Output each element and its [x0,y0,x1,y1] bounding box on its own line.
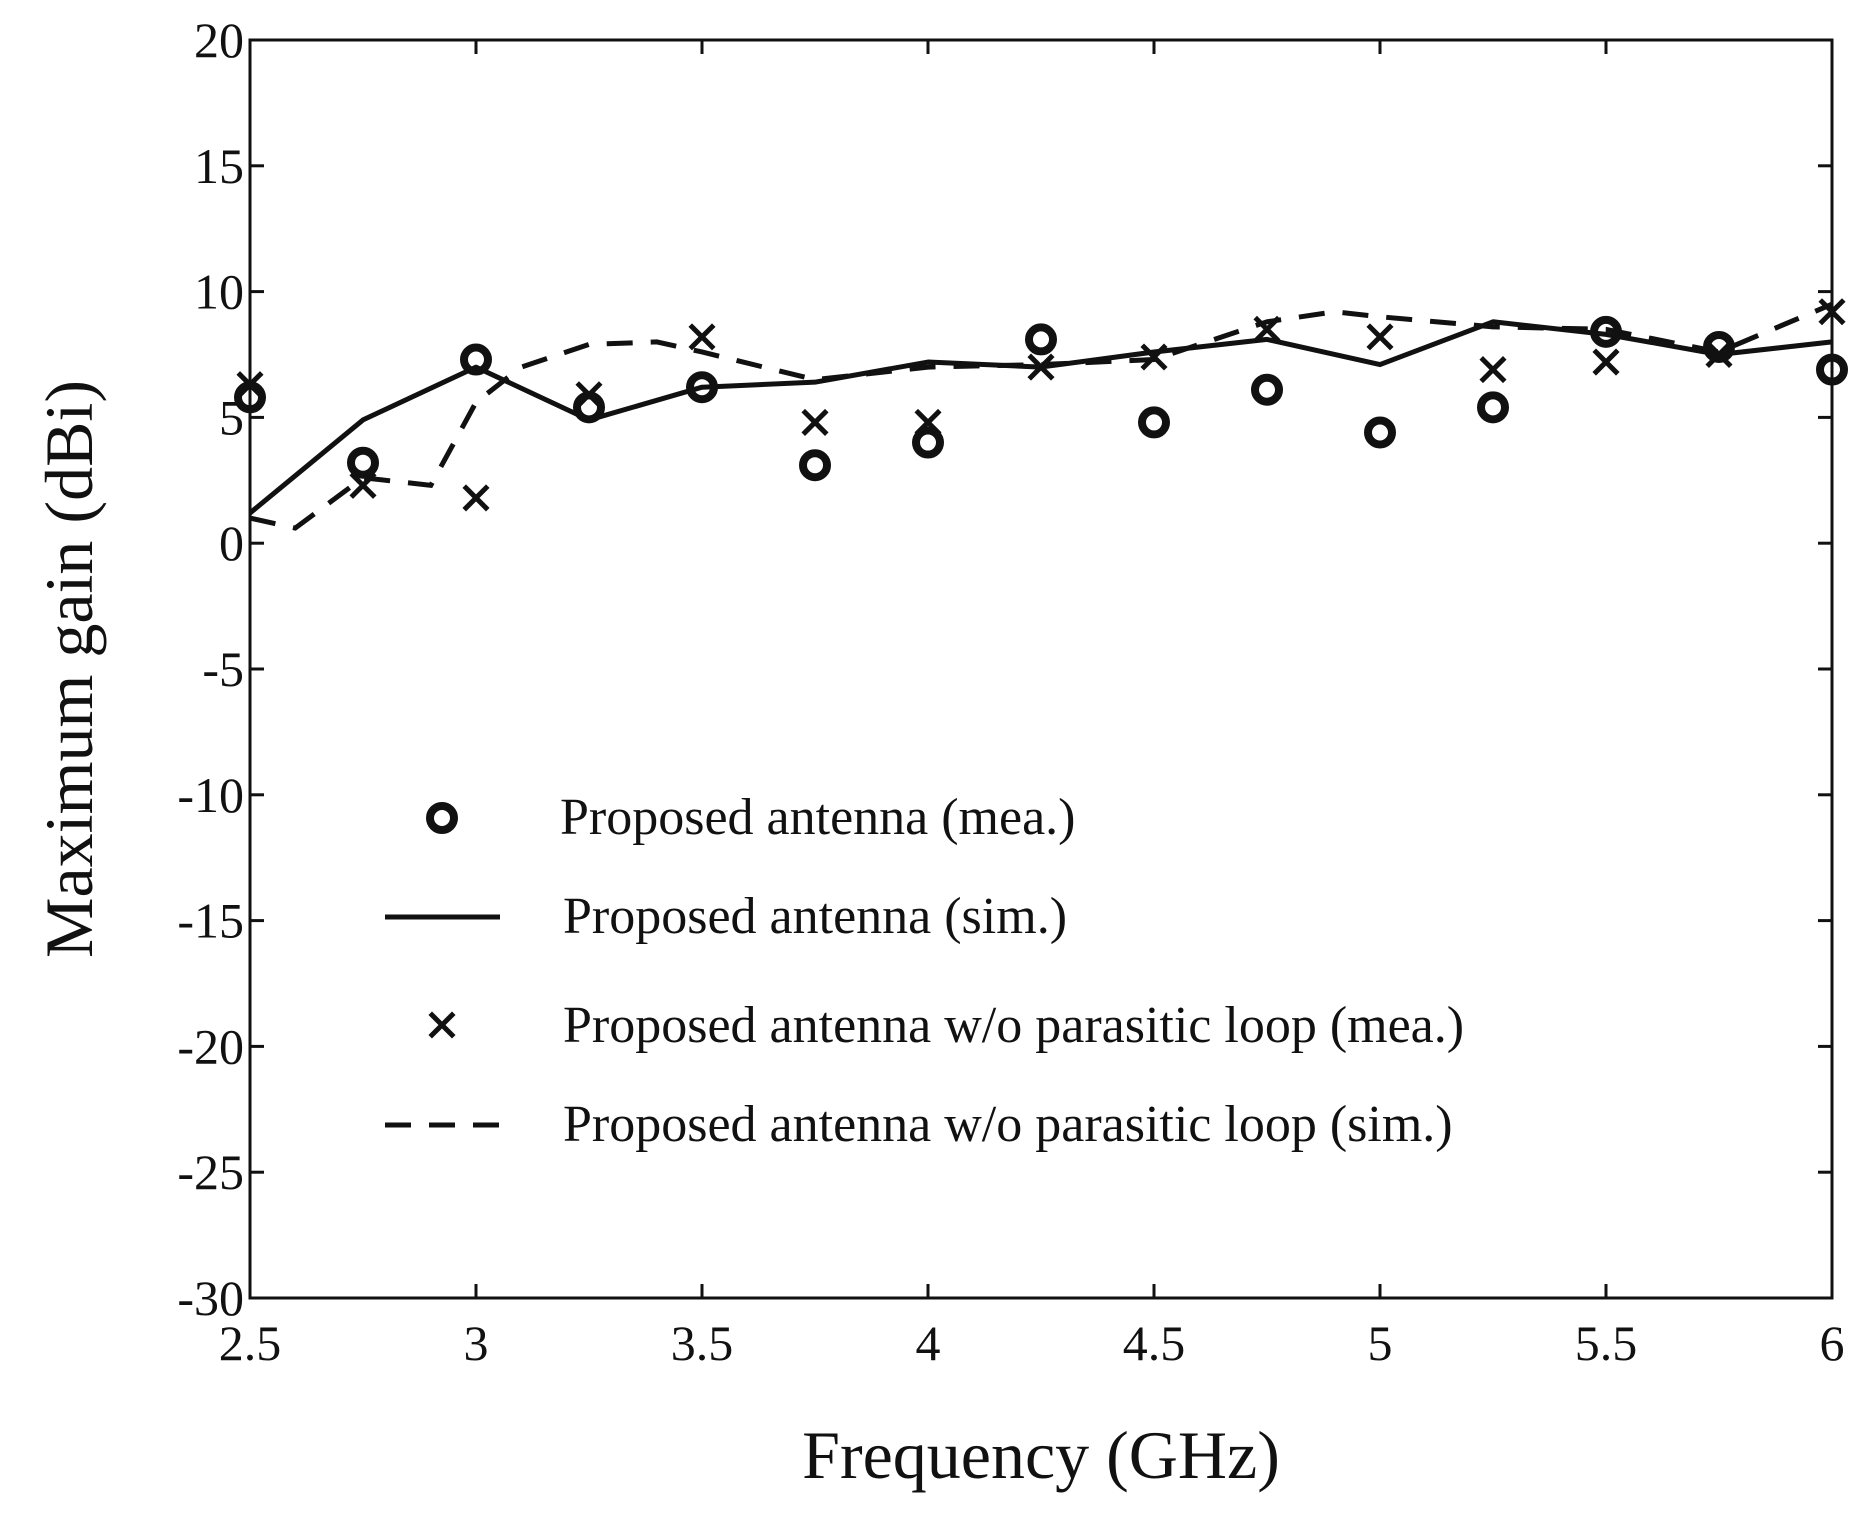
data-point-x [801,408,829,436]
data-point-circle [912,426,944,459]
x-tick-label: 5 [1368,1315,1393,1371]
axis-ticks [248,38,1834,1300]
y-tick-label: -25 [177,1144,244,1200]
data-point-x-stroke [575,381,603,409]
data-point-circle [347,446,379,479]
legend-marker-x [428,1011,456,1039]
data-point-x-stroke [1366,323,1394,351]
data-point-x-stroke [462,484,490,512]
series-0 [234,315,1848,482]
y-tick-label: 10 [194,264,244,320]
data-point-x-stroke [1818,298,1846,326]
y-tick-label: -30 [177,1270,244,1326]
data-point-circle [1477,391,1509,424]
data-point-circle [1138,406,1170,439]
y-tick-label: -10 [177,767,244,823]
legend-label-mea: Proposed antenna (mea.) [560,789,1075,846]
data-point-x-stroke [1705,340,1733,369]
data-point-x [914,408,942,436]
data-point-x-stroke [1027,353,1055,381]
x-tick-label: 4.5 [1123,1315,1186,1371]
y-tick-label: 20 [194,12,244,68]
y-axis-title: Maximum gain (dBi) [31,380,107,958]
data-point-circle [460,343,492,376]
y-tick-label: -15 [177,893,244,949]
data-point-x [1592,348,1620,376]
data-point-circle [1364,416,1396,449]
series-layer [234,298,1848,531]
data-point-x [575,381,603,409]
y-tick-label: -20 [177,1018,244,1074]
data-point-x [462,484,490,512]
x-tick-label: 3.5 [671,1315,734,1371]
data-point-circle [1703,330,1735,363]
data-point-x [1705,340,1733,369]
legend-marker-circle [426,802,458,834]
x-tick-label: 5.5 [1575,1315,1638,1371]
data-point-circle [1251,373,1283,406]
axis-tick-labels: 2.5 3 3.5 4 4.5 5 5.5 620151050-5-10-15-20-25-3… [177,12,1844,1371]
data-point-x [1366,323,1394,351]
y-tick-label: 15 [194,138,244,194]
data-point-circle [799,449,831,482]
data-point-x-stroke [1479,356,1507,384]
data-point-x-stroke [801,408,829,436]
data-point-x-stroke [236,371,264,399]
data-point-x [1027,353,1055,381]
legend: Proposed antenna (mea.) Proposed antenna… [385,789,1464,1153]
data-point-x-stroke [1592,348,1620,376]
x-tick-label: 3 [464,1315,489,1371]
legend-label-sim: Proposed antenna (sim.) [563,888,1067,945]
data-point-circle [1025,323,1057,356]
data-point-x [688,323,716,351]
data-point-x [1479,356,1507,384]
data-point-x [236,371,264,399]
data-point-x-stroke [914,408,942,436]
legend-label-noloop-mea: Proposed antenna w/o parasitic loop (mea… [563,997,1464,1054]
data-point-circle [1816,353,1848,386]
x-axis-title: Frequency (GHz) [802,1417,1280,1493]
series-line-noloop-sim [249,301,1833,531]
x-tick-label: 2.5 [219,1315,282,1371]
data-point-x-stroke [688,323,716,351]
x-tick-label: 4 [916,1315,941,1371]
series-3 [249,301,1833,531]
y-tick-label: 0 [219,515,244,571]
legend-label-noloop-sim: Proposed antenna w/o parasitic loop (sim… [563,1096,1453,1153]
y-tick-label: -5 [202,641,244,697]
x-tick-label: 6 [1820,1315,1845,1371]
